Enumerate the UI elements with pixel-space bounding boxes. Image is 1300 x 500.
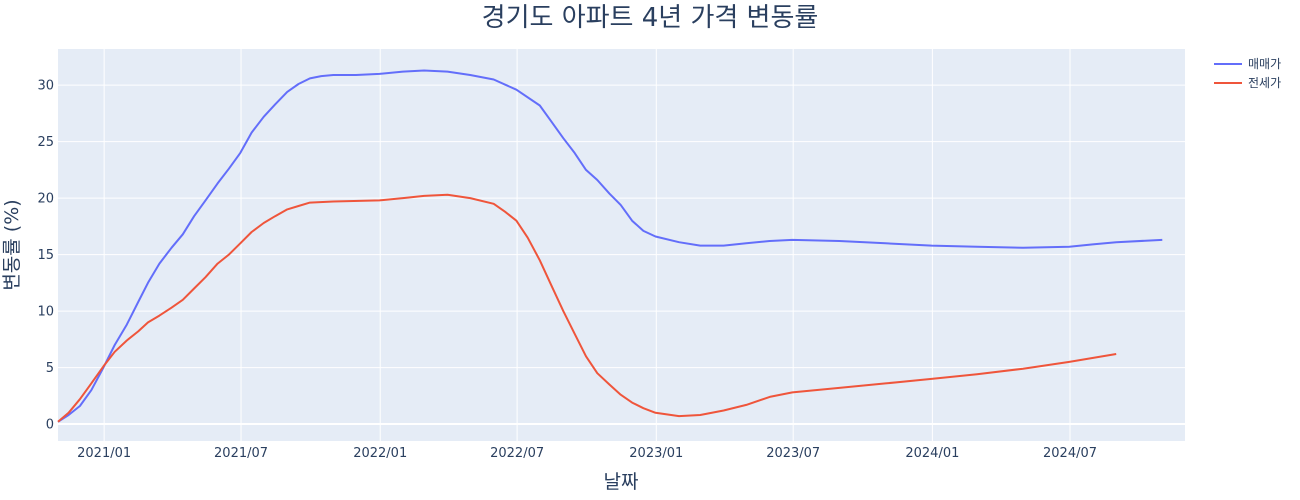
series-lines bbox=[57, 69, 1163, 423]
legend-label-2: 전세가 bbox=[1248, 76, 1281, 90]
x-tick-label: 2024/01 bbox=[905, 446, 959, 461]
y-tick-label: 0 bbox=[46, 418, 54, 433]
series-line-1 bbox=[57, 69, 1163, 423]
x-tick-label: 2024/07 bbox=[1043, 446, 1097, 461]
x-tick-label: 2021/07 bbox=[214, 446, 268, 461]
plot-area bbox=[58, 49, 1185, 441]
x-gridlines bbox=[103, 49, 1071, 441]
y-tick-label: 10 bbox=[37, 305, 54, 320]
y-axis-title: 변동률 (%) bbox=[1, 199, 23, 290]
y-axis-ticks: 0 5 10 15 20 25 30 bbox=[37, 79, 54, 433]
y-tick-label: 25 bbox=[37, 135, 54, 150]
chart-title: 경기도 아파트 4년 가격 변동률 bbox=[482, 3, 819, 33]
y-gridlines bbox=[58, 84, 1185, 426]
series-line-2 bbox=[57, 193, 1117, 423]
x-tick-label: 2023/07 bbox=[766, 446, 820, 461]
legend-label-1: 매매가 bbox=[1248, 57, 1281, 71]
x-axis-title: 날짜 bbox=[604, 471, 639, 493]
y-tick-label: 30 bbox=[37, 79, 54, 94]
x-tick-label: 2022/07 bbox=[490, 446, 544, 461]
y-tick-label: 20 bbox=[37, 192, 54, 207]
x-tick-label: 2023/01 bbox=[629, 446, 683, 461]
x-tick-label: 2021/01 bbox=[77, 446, 131, 461]
y-tick-label: 15 bbox=[37, 248, 54, 263]
x-axis-ticks: 2021/01 2021/07 2022/01 2022/07 2023/01 2023/… bbox=[77, 446, 1097, 461]
y-tick-label: 5 bbox=[46, 361, 54, 376]
x-tick-label: 2022/01 bbox=[353, 446, 407, 461]
